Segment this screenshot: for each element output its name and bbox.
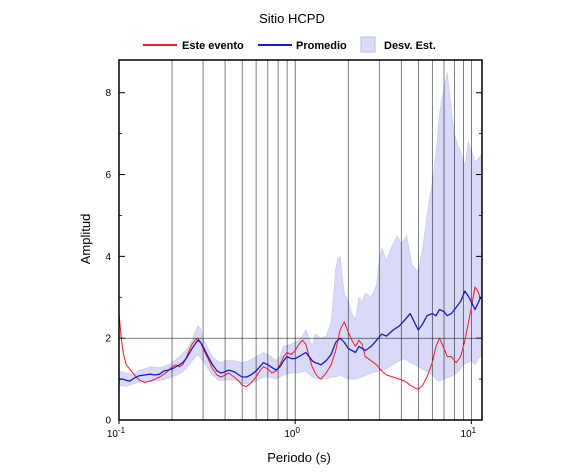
y-axis-label: Amplitud xyxy=(78,214,93,265)
x-tick-label-2: 101 xyxy=(461,426,477,440)
legend: Este evento Promedio Desv. Est. xyxy=(143,36,436,53)
x-tick-label-0: 10-1 xyxy=(107,426,126,440)
y-tick-label-3: 6 xyxy=(105,170,111,181)
std-band xyxy=(118,72,483,387)
y-tick-label-4: 8 xyxy=(105,88,111,99)
legend-mean-label: Promedio xyxy=(296,40,347,52)
y-tick-label-1: 2 xyxy=(105,334,111,345)
legend-std-swatch xyxy=(360,36,376,53)
x-axis-label: Periodo (s) xyxy=(267,450,331,465)
x-tick-label-1: 100 xyxy=(284,426,300,440)
y-tick-label-2: 4 xyxy=(105,252,111,263)
y-tick-label-0: 0 xyxy=(105,416,111,427)
plot-frame xyxy=(118,59,483,421)
plot-area: 0 2 4 6 8 10-1 100 101 xyxy=(105,59,483,440)
legend-std-label: Desv. Est. xyxy=(384,40,436,52)
chart-title: Sitio HCPD xyxy=(259,11,325,26)
series-line-event xyxy=(118,286,482,390)
series-line-mean xyxy=(119,290,482,382)
legend-event-label: Este evento xyxy=(182,40,244,52)
